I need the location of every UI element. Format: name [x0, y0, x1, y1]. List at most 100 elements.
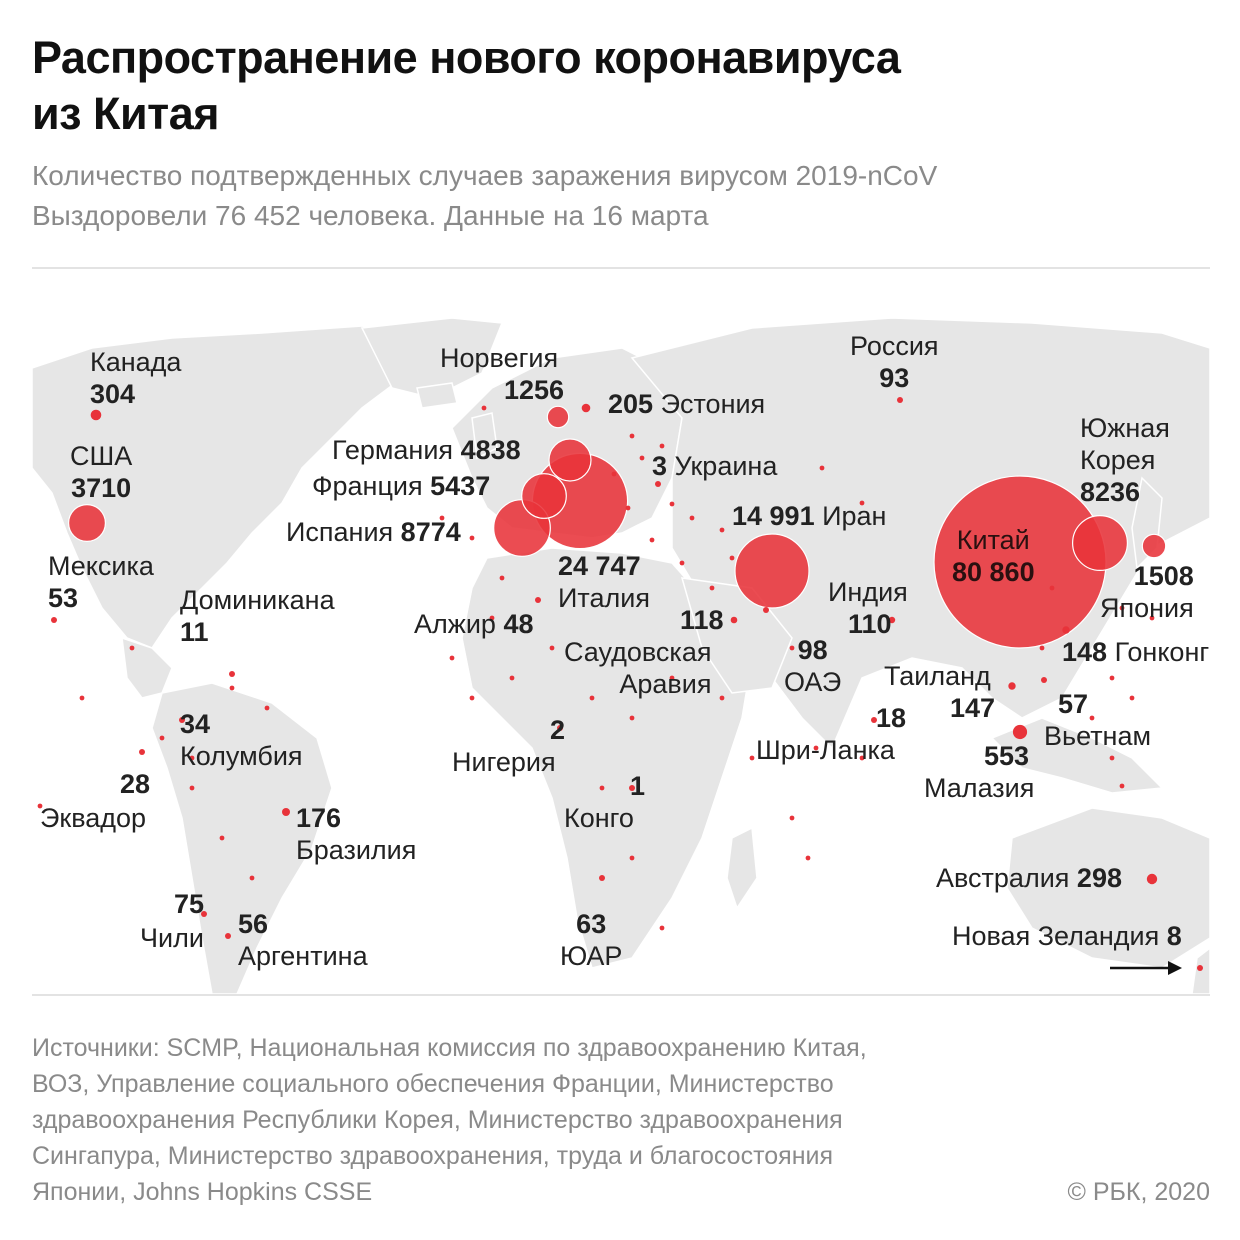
case-dot — [589, 695, 595, 701]
subtitle-line-1: Количество подтвержденных случаев зараже… — [32, 160, 938, 191]
case-dot — [1149, 615, 1155, 621]
label-colombia: 34 Колумбия — [180, 708, 303, 772]
label-congo: 1 Конго — [564, 770, 645, 834]
label-france-name: Франция — [312, 471, 423, 501]
case-dot — [689, 515, 695, 521]
label-nigeria-cases: 2 — [550, 715, 566, 745]
case-dot — [611, 471, 617, 477]
label-new-zealand-cases: 8 — [1166, 921, 1182, 951]
case-dot — [1049, 585, 1055, 591]
label-russia: Россия 93 — [850, 330, 939, 394]
label-spain: Испания 8774 — [286, 516, 461, 548]
arrow-right-icon — [1110, 961, 1182, 975]
sources: Источники: SCMP, Национальная комиссия п… — [32, 1030, 1032, 1210]
sources-line-4: Сингапура, Министерство здравоохранения,… — [32, 1142, 834, 1170]
copyright: © РБК, 2020 — [1067, 1178, 1210, 1206]
case-circles — [37, 397, 1203, 971]
case-dot — [719, 695, 725, 701]
case-dot — [1129, 695, 1135, 701]
case-dot — [669, 675, 675, 681]
case-dot — [719, 527, 725, 533]
label-iran-name: Иран — [822, 501, 887, 531]
land-uk — [471, 412, 498, 460]
label-algeria-cases: 48 — [503, 609, 534, 639]
label-germany: Германия 4838 — [332, 434, 521, 466]
label-colombia-cases: 34 — [180, 709, 211, 739]
case-dot — [639, 455, 645, 461]
case-circle-india — [888, 616, 896, 624]
case-dot — [1109, 755, 1115, 761]
case-dot — [629, 433, 635, 439]
label-estonia-name: Эстония — [660, 389, 766, 419]
label-canada: Канада 304 — [90, 346, 181, 410]
label-malaysia-cases: 553 — [984, 741, 1030, 771]
case-circle-brazil — [282, 808, 290, 816]
case-circle-australia — [1146, 873, 1158, 885]
case-dot — [264, 705, 270, 711]
label-saudi-cases: 118 — [680, 605, 724, 635]
label-estonia-cases: 205 — [608, 389, 654, 419]
label-uae-name: ОАЭ — [784, 667, 842, 697]
label-australia-name: Австралия — [936, 863, 1070, 893]
case-circle-south-africa — [599, 875, 605, 881]
label-thailand-cases: 147 — [950, 693, 996, 723]
label-mexico: Мексика 53 — [48, 550, 154, 614]
label-iran: 14 991 Иран — [732, 500, 886, 532]
label-ukraine-name: Украина — [674, 451, 778, 481]
case-dot — [679, 560, 685, 566]
page-title: Распространение нового коронавируса из К… — [32, 30, 1212, 142]
case-circle-estonia — [581, 403, 591, 413]
case-circle-south-korea — [1071, 515, 1128, 572]
label-chile-name: Чили — [140, 923, 204, 953]
case-dot — [37, 803, 43, 809]
label-dominicana-cases: 11 — [180, 617, 209, 647]
case-dot — [649, 537, 655, 543]
label-uae: 98 ОАЭ — [784, 634, 841, 698]
case-dot — [1119, 783, 1125, 789]
land-sea-islands — [990, 717, 1164, 794]
label-italy-name: Италия — [558, 583, 650, 613]
case-circle-argentina — [225, 933, 231, 939]
land-madagascar — [726, 826, 758, 910]
case-circle-dominicana — [229, 671, 235, 677]
label-congo-name: Конго — [564, 803, 634, 833]
label-japan-cases: 1508 — [1133, 561, 1194, 591]
subtitle-line-2: Выздоровели 76 452 человека. Данные на 1… — [32, 200, 709, 231]
case-circle-vietnam — [1041, 677, 1047, 683]
label-usa-name: США — [70, 441, 133, 471]
label-sri-lanka-cases: 18 — [876, 703, 907, 733]
sources-line-2: ВОЗ, Управление социального обеспечения … — [32, 1070, 834, 1098]
label-india-cases: 110 — [848, 609, 892, 639]
case-dot — [469, 535, 475, 541]
land-central-america — [121, 636, 173, 699]
case-dot — [159, 735, 165, 741]
label-uae-cases: 98 — [797, 635, 828, 665]
label-ecuador-name: Эквадор — [40, 803, 147, 833]
label-usa: США 3710 — [70, 440, 132, 504]
case-circle-germany — [548, 438, 592, 482]
land-south-america — [151, 682, 333, 994]
label-chile-cases-box: 75 — [174, 888, 204, 920]
label-south-korea-cases: 8236 — [1080, 477, 1141, 507]
case-circle-japan — [1141, 533, 1167, 559]
label-norway-cases: 1256 — [504, 375, 565, 405]
case-circle-russia — [897, 397, 903, 403]
label-japan-name: Япония — [1100, 593, 1194, 623]
label-ecuador-name-box: Эквадор — [40, 802, 146, 834]
label-australia: Австралия 298 — [936, 862, 1122, 894]
case-circle-chile — [201, 911, 207, 917]
label-russia-name: Россия — [850, 331, 939, 361]
label-japan: 1508 Япония — [1100, 560, 1194, 624]
land-new-zealand — [1191, 947, 1210, 994]
case-dot — [659, 443, 665, 449]
label-saudi-cases-box: 118 — [680, 604, 724, 636]
subtitle: Количество подтвержденных случаев зараже… — [32, 156, 1212, 236]
case-circle-saudi — [730, 616, 738, 624]
sources-line-1: Источники: SCMP, Национальная комиссия п… — [32, 1034, 867, 1062]
case-circle-sri-lanka — [871, 717, 877, 723]
label-mexico-cases: 53 — [48, 583, 79, 613]
case-dot — [669, 501, 675, 507]
label-argentina-name: Аргентина — [238, 941, 368, 971]
label-germany-name: Германия — [332, 435, 454, 465]
